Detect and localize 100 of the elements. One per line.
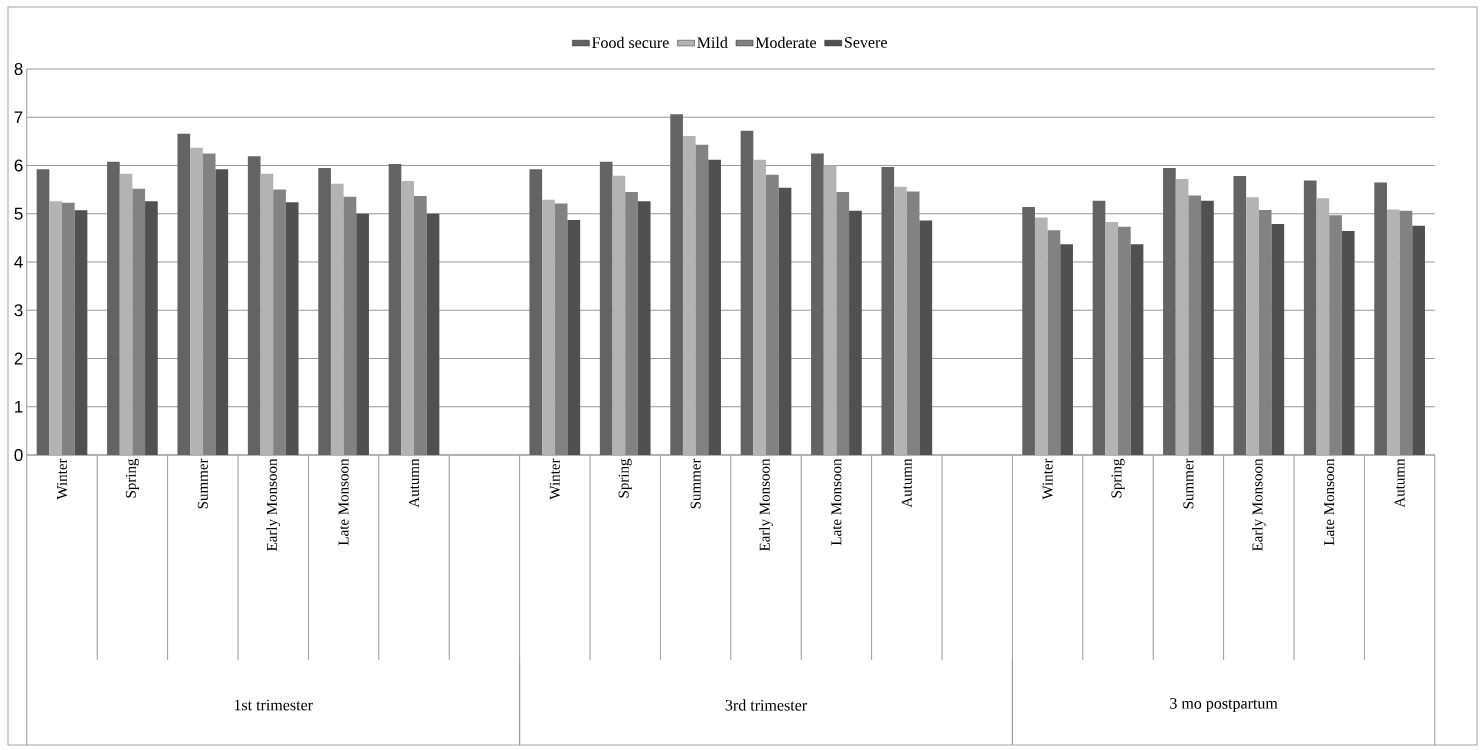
bar bbox=[414, 195, 427, 455]
y-tick-label: 2 bbox=[14, 352, 23, 365]
bar bbox=[426, 213, 440, 455]
text: 1st trimester bbox=[234, 699, 313, 711]
bar bbox=[318, 167, 331, 455]
bar bbox=[388, 164, 402, 455]
bar bbox=[107, 161, 120, 455]
bar bbox=[343, 196, 357, 455]
bar bbox=[695, 144, 709, 455]
legend-label: Food secure bbox=[592, 36, 669, 49]
legend-label: Moderate bbox=[755, 36, 816, 49]
bar bbox=[1271, 223, 1285, 455]
bar bbox=[49, 201, 62, 455]
x-tick-label: Summer bbox=[690, 458, 701, 509]
bar bbox=[190, 147, 203, 455]
y-tick-label: 1 bbox=[15, 400, 23, 413]
x-tick-label: Autumn bbox=[901, 458, 912, 508]
bar bbox=[1188, 195, 1202, 455]
bar bbox=[881, 166, 895, 455]
bar bbox=[778, 187, 792, 455]
y-tick-label: 3 bbox=[14, 304, 23, 317]
bar bbox=[356, 213, 369, 455]
bar bbox=[1233, 176, 1247, 455]
bar bbox=[1246, 197, 1259, 455]
bar bbox=[1399, 210, 1413, 455]
bar bbox=[1105, 221, 1119, 455]
bar bbox=[1374, 182, 1387, 455]
x-tick-label: Early Monsoon bbox=[1252, 458, 1266, 551]
bar bbox=[753, 159, 767, 455]
bar bbox=[1060, 244, 1073, 455]
bar bbox=[836, 192, 850, 455]
bar bbox=[1329, 215, 1342, 455]
y-tick-label: 5 bbox=[14, 207, 23, 220]
bar bbox=[1047, 230, 1061, 455]
bar bbox=[1163, 167, 1176, 455]
bar bbox=[1412, 225, 1425, 455]
bar bbox=[823, 165, 837, 455]
bar bbox=[177, 133, 191, 455]
bar bbox=[542, 199, 555, 455]
bar bbox=[599, 161, 613, 455]
bar bbox=[401, 180, 415, 455]
bar bbox=[1201, 200, 1214, 455]
bar bbox=[612, 175, 626, 455]
bar bbox=[637, 201, 651, 455]
bar bbox=[285, 202, 299, 455]
bar bbox=[1316, 198, 1330, 455]
bar bbox=[119, 173, 133, 455]
bar bbox=[1258, 209, 1272, 455]
x-tick-label: Early Monsoon bbox=[266, 458, 281, 551]
bar bbox=[1130, 244, 1144, 455]
x-tick-label: Winter bbox=[56, 458, 68, 500]
bar bbox=[1341, 231, 1355, 455]
legend-label: Mild bbox=[697, 36, 728, 49]
bar bbox=[1022, 206, 1035, 455]
x-tick-label: Winter bbox=[1042, 458, 1053, 500]
y-tick-label: 4 bbox=[14, 256, 23, 268]
bar bbox=[567, 220, 581, 455]
y-tick-label: 0 bbox=[14, 448, 23, 462]
bar bbox=[740, 130, 754, 455]
bar bbox=[330, 183, 344, 455]
bar bbox=[36, 169, 50, 455]
bar bbox=[260, 173, 274, 455]
bar bbox=[273, 189, 286, 455]
bar bbox=[849, 210, 862, 455]
bar bbox=[554, 203, 568, 455]
bar bbox=[529, 169, 543, 455]
x-tick-label: Late Monsoon bbox=[831, 458, 842, 546]
bar bbox=[1303, 180, 1317, 455]
x-tick-label: Summer bbox=[1183, 458, 1194, 509]
bar bbox=[74, 210, 88, 455]
text: 3rd trimester bbox=[725, 699, 807, 711]
y-tick-label: 8 bbox=[14, 62, 23, 76]
text: 3 mo postpartum bbox=[1170, 698, 1278, 712]
bar bbox=[670, 114, 683, 455]
bar bbox=[625, 192, 638, 455]
x-tick-label: Early Monsoon bbox=[759, 458, 773, 551]
bar bbox=[247, 156, 261, 455]
bar bbox=[919, 220, 933, 455]
bar bbox=[906, 191, 920, 455]
y-tick-label: 6 bbox=[14, 159, 23, 172]
bar bbox=[1386, 209, 1400, 455]
bar bbox=[811, 153, 824, 455]
x-tick-label: Autumn bbox=[1394, 458, 1405, 508]
bar bbox=[202, 153, 216, 455]
x-tick-label: Late Monsoon bbox=[338, 458, 349, 546]
bar bbox=[62, 202, 75, 455]
bar bbox=[1118, 226, 1131, 455]
bar bbox=[145, 201, 158, 455]
bar bbox=[1175, 179, 1189, 455]
x-tick-label: Spring bbox=[618, 458, 632, 498]
x-tick-label: Spring bbox=[125, 458, 139, 498]
bar bbox=[1092, 200, 1106, 455]
bar bbox=[894, 186, 907, 455]
bar bbox=[132, 188, 146, 455]
x-tick-label: Late Monsoon bbox=[1324, 458, 1335, 546]
bar bbox=[708, 159, 721, 455]
x-tick-label: Spring bbox=[1111, 458, 1125, 498]
x-tick-label: Winter bbox=[549, 458, 560, 500]
bar bbox=[215, 169, 229, 455]
x-tick-label: Autumn bbox=[408, 458, 420, 508]
